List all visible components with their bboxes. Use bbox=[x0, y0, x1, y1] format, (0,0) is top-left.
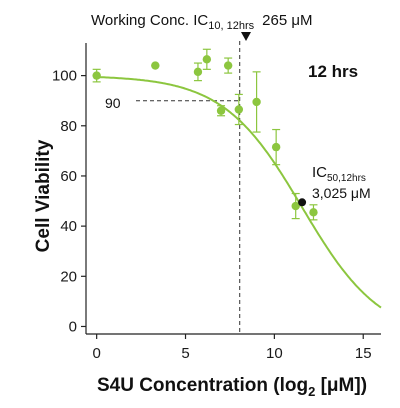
y-tick-label: 40 bbox=[60, 218, 77, 235]
working-conc-y-label: 90 bbox=[105, 95, 121, 111]
guide-lines bbox=[136, 41, 241, 334]
y-tick-label: 100 bbox=[52, 68, 77, 85]
ic50-prefix: IC bbox=[312, 164, 327, 181]
y-tick-label: 20 bbox=[60, 268, 77, 285]
y-tick-label: 0 bbox=[69, 318, 77, 335]
axis-ticks-layer: 0 5 10 15 0 20 40 60 80 100 bbox=[52, 68, 372, 362]
x-tick-label: 5 bbox=[181, 345, 189, 362]
panel-label: 12 hrs bbox=[308, 62, 358, 81]
y-tick-label: 60 bbox=[60, 168, 77, 185]
data-point bbox=[202, 55, 212, 64]
ic50-label: IC50,12hrs bbox=[312, 164, 366, 184]
x-axis-title-sub: 2 bbox=[308, 384, 315, 399]
data-point bbox=[151, 61, 160, 70]
x-tick-label: 10 bbox=[266, 345, 283, 362]
y-tick-label: 80 bbox=[60, 118, 77, 135]
x-tick-label: 15 bbox=[355, 345, 372, 362]
ic50-marker bbox=[298, 198, 307, 207]
x-axis-title-main: S4U Concentration (log bbox=[97, 375, 308, 396]
x-axis-title: S4U Concentration (log2 [μM]) bbox=[97, 375, 367, 399]
working-conc-prefix: Working Conc. IC bbox=[91, 12, 208, 29]
ic50-value: 3,025 μM bbox=[312, 185, 371, 201]
plot-frame bbox=[85, 43, 381, 335]
data-point bbox=[216, 106, 226, 115]
ic50-sub: 50,12hrs bbox=[327, 173, 366, 184]
data-points-layer bbox=[92, 48, 318, 221]
data-point bbox=[309, 208, 318, 217]
y-axis-title: Cell Viability bbox=[33, 139, 54, 252]
data-point bbox=[291, 201, 300, 211]
data-point bbox=[271, 142, 281, 152]
data-point bbox=[252, 97, 261, 107]
working-conc-arrow-icon bbox=[241, 32, 251, 41]
working-conc-label: Working Conc. IC10, 12hrs 265 μM bbox=[91, 12, 312, 32]
data-point bbox=[193, 67, 203, 77]
working-conc-value: 265 μM bbox=[262, 12, 312, 29]
working-conc-sub: 10, 12hrs bbox=[208, 20, 254, 32]
data-point bbox=[92, 71, 101, 80]
data-point bbox=[223, 61, 233, 70]
x-axis-title-tail: [μM]) bbox=[315, 375, 367, 396]
data-point bbox=[234, 105, 244, 114]
x-tick-label: 0 bbox=[92, 345, 100, 362]
